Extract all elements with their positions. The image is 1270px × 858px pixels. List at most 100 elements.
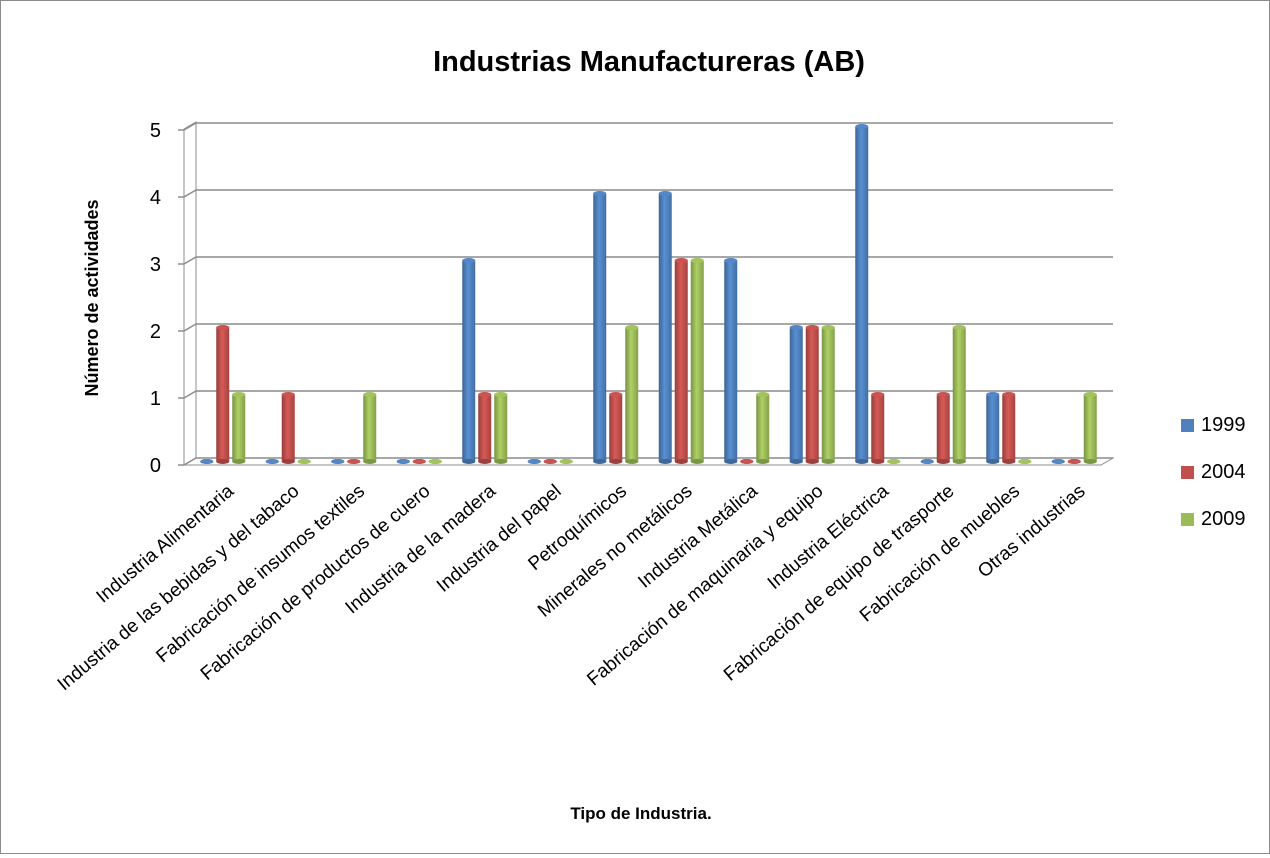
bar bbox=[297, 459, 311, 464]
bar-body bbox=[609, 394, 623, 462]
bar bbox=[478, 392, 492, 464]
bar bbox=[871, 392, 885, 464]
legend-label: 2004 bbox=[1201, 461, 1246, 483]
bar-cap bbox=[887, 459, 901, 464]
bar-body bbox=[462, 260, 476, 462]
bar bbox=[658, 191, 672, 464]
bar-base bbox=[789, 459, 803, 464]
bar bbox=[740, 459, 754, 464]
bar-body bbox=[789, 327, 803, 462]
bar-base bbox=[952, 459, 966, 464]
bar-cap bbox=[952, 325, 966, 330]
bar bbox=[887, 459, 901, 464]
legend-item: 2009 bbox=[1181, 508, 1246, 530]
bar-cap bbox=[363, 392, 377, 397]
bar-base bbox=[232, 459, 246, 464]
bar-cap bbox=[986, 392, 1000, 397]
legend-item: 2004 bbox=[1181, 461, 1246, 483]
bar bbox=[412, 459, 426, 464]
bar bbox=[527, 459, 541, 464]
bar-cap bbox=[1083, 392, 1097, 397]
gridline bbox=[183, 323, 1113, 332]
bar-base bbox=[625, 459, 639, 464]
bar bbox=[821, 325, 835, 464]
bar-cap bbox=[216, 325, 230, 330]
legend-item: 1999 bbox=[1181, 414, 1246, 436]
bar bbox=[789, 325, 803, 464]
bar-base bbox=[674, 459, 688, 464]
bar-cap bbox=[593, 191, 607, 196]
gridline bbox=[183, 189, 1113, 198]
bar bbox=[543, 459, 557, 464]
x-tick-label: Industria del papel bbox=[433, 481, 565, 597]
chart-walls bbox=[182, 121, 1115, 466]
bar bbox=[805, 325, 819, 464]
bar bbox=[494, 392, 508, 464]
bar-body bbox=[281, 394, 295, 462]
x-tick-label: Industria Metálica bbox=[634, 480, 762, 592]
bar-cap bbox=[396, 459, 410, 464]
bar-base bbox=[478, 459, 492, 464]
bar-base bbox=[281, 459, 295, 464]
bar bbox=[855, 124, 869, 464]
bar bbox=[347, 459, 361, 464]
x-tick-label: Industria Eléctrica bbox=[764, 480, 894, 593]
legend-swatch bbox=[1181, 419, 1194, 432]
bar-cap bbox=[281, 392, 295, 397]
bar-body bbox=[232, 394, 246, 462]
gridline bbox=[183, 256, 1113, 265]
y-tick-label: 3 bbox=[150, 254, 161, 276]
y-axis-label: Número de actividades bbox=[82, 199, 102, 396]
bar-body bbox=[593, 193, 607, 462]
bar-body bbox=[821, 327, 835, 462]
bar bbox=[1083, 392, 1097, 464]
bar-base bbox=[609, 459, 623, 464]
bar-cap bbox=[347, 459, 361, 464]
bar-base bbox=[936, 459, 950, 464]
bar-body bbox=[478, 394, 492, 462]
bar-cap bbox=[412, 459, 426, 464]
bar bbox=[986, 392, 1000, 464]
bar-base bbox=[1002, 459, 1016, 464]
bar-body bbox=[625, 327, 639, 462]
bar bbox=[232, 392, 246, 464]
bar bbox=[428, 459, 442, 464]
y-tick-label: 4 bbox=[150, 187, 161, 209]
legend-label: 2009 bbox=[1201, 508, 1246, 530]
bar bbox=[593, 191, 607, 464]
bar-body bbox=[724, 260, 738, 462]
bar-cap bbox=[478, 392, 492, 397]
bar-base bbox=[1083, 459, 1097, 464]
legend-swatch bbox=[1181, 466, 1194, 479]
legend-swatch bbox=[1181, 513, 1194, 526]
bar bbox=[200, 459, 214, 464]
y-tick-label: 5 bbox=[150, 120, 161, 142]
legend: 1999 2004 2009 bbox=[1181, 414, 1246, 530]
bar-base bbox=[216, 459, 230, 464]
bar bbox=[724, 258, 738, 464]
y-axis-ticks: 0 1 2 3 4 5 bbox=[150, 120, 184, 477]
bar-body bbox=[690, 260, 704, 462]
x-tick-label: Fabricación de maquinaria y equipo bbox=[583, 481, 827, 691]
x-tick-label: Fabricación de equipo de trasporte bbox=[720, 481, 958, 686]
bar-cap bbox=[232, 392, 246, 397]
bar bbox=[1002, 392, 1016, 464]
bar-base bbox=[986, 459, 1000, 464]
bar-cap bbox=[740, 459, 754, 464]
bar-body bbox=[871, 394, 885, 462]
bar-body bbox=[855, 126, 869, 462]
bar-cap bbox=[1051, 459, 1065, 464]
bar bbox=[609, 392, 623, 464]
bar bbox=[625, 325, 639, 464]
bar-cap bbox=[543, 459, 557, 464]
bar-base bbox=[462, 459, 476, 464]
side-wall bbox=[183, 121, 197, 466]
legend-label: 1999 bbox=[1201, 414, 1246, 436]
floor bbox=[182, 457, 1115, 466]
bar-base bbox=[593, 459, 607, 464]
bar-cap bbox=[1018, 459, 1032, 464]
bar-body bbox=[1002, 394, 1016, 462]
bar-cap bbox=[871, 392, 885, 397]
